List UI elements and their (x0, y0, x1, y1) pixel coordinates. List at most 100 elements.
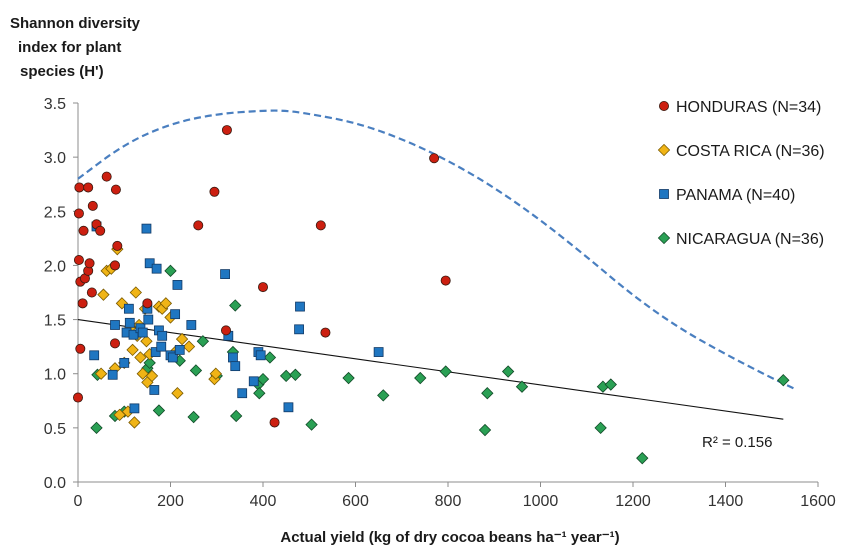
data-point-nicaragua (594, 421, 607, 435)
data-point-nicaragua (164, 264, 177, 278)
legend-marker-costa-rica (657, 143, 671, 157)
data-point-honduras (257, 282, 268, 293)
y-tick-label: 0.5 (44, 421, 66, 438)
data-point-nicaragua (229, 299, 242, 312)
data-point-panama (123, 303, 134, 314)
data-point-nicaragua (439, 365, 452, 378)
data-point-honduras (209, 186, 220, 197)
y-tick-label: 3.0 (44, 150, 66, 167)
data-point-costa-rica (145, 369, 159, 383)
data-point-panama (143, 314, 154, 325)
data-point-honduras (83, 182, 94, 193)
data-point-nicaragua (777, 374, 790, 387)
x-axis-title: Actual yield (kg of dry cocoa beans ha⁻¹… (280, 529, 619, 546)
data-point-nicaragua (501, 365, 515, 378)
data-point-nicaragua (187, 410, 200, 424)
data-point-costa-rica (209, 367, 222, 380)
data-point-costa-rica (128, 416, 141, 429)
data-point-panama (230, 361, 241, 372)
plot-area: 0.0 0.5 1.0 1.5 2.0 2.5 3.0 3.5 0 200 400 600 800 100… (44, 96, 836, 510)
boundary-curve (77, 109, 796, 390)
data-point-nicaragua (196, 335, 210, 348)
legend-marker-nicaragua (657, 231, 671, 245)
data-point-honduras (110, 184, 121, 195)
data-point-honduras (320, 327, 331, 338)
data-point-costa-rica (126, 343, 139, 357)
data-point-nicaragua (636, 452, 649, 465)
data-point-panama (237, 388, 248, 399)
data-point-honduras (101, 171, 112, 182)
data-point-costa-rica (115, 297, 129, 310)
data-point-panama (170, 309, 181, 320)
data-point-costa-rica (159, 297, 173, 310)
data-point-honduras (440, 275, 451, 286)
data-point-honduras (110, 338, 121, 349)
data-point-honduras (77, 298, 88, 309)
data-point-panama (89, 350, 100, 361)
data-point-honduras (221, 125, 232, 136)
data-point-costa-rica (182, 340, 196, 353)
data-point-nicaragua (90, 421, 103, 435)
legend-marker-honduras (659, 101, 670, 112)
data-point-panama (157, 330, 168, 341)
trendline (77, 319, 784, 420)
data-point-nicaragua (604, 378, 617, 391)
data-point-honduras (429, 153, 440, 164)
data-point-costa-rica (136, 367, 149, 380)
y-tick-label: 3.5 (44, 96, 66, 113)
x-tick-label: 0 (74, 493, 83, 510)
legend-label-costa-rica: COSTA RICA (N=36) (676, 143, 825, 160)
x-tick-label: 1400 (708, 493, 744, 510)
data-point-panama (137, 327, 148, 338)
y-axis-title-line-2: index for plant (18, 39, 121, 56)
data-point-honduras (110, 260, 121, 271)
data-point-panama (255, 350, 266, 361)
data-point-costa-rica (171, 387, 184, 400)
data-point-panama (295, 301, 305, 312)
legend: HONDURAS (N=34) COSTA RICA (N=36) PANAMA (… (657, 99, 825, 248)
data-point-costa-rica (140, 335, 153, 348)
data-point-nicaragua (481, 387, 494, 400)
data-point-panama (144, 258, 155, 269)
data-point-panama (129, 403, 140, 414)
data-point-panama (167, 352, 178, 363)
data-point-nicaragua (377, 389, 390, 402)
data-point-nicaragua (230, 409, 243, 423)
x-tick-label: 600 (342, 493, 369, 510)
data-point-panama (172, 280, 183, 290)
data-point-nicaragua (515, 380, 529, 393)
data-point-panama (283, 402, 294, 413)
data-point-costa-rica (97, 288, 110, 301)
legend-label-nicaragua: NICARAGUA (N=36) (676, 231, 824, 248)
data-point-costa-rica (94, 367, 108, 380)
data-point-nicaragua (342, 371, 355, 385)
data-point-panama (294, 324, 304, 335)
data-point-nicaragua (189, 364, 203, 377)
data-point-panama (228, 352, 238, 363)
data-point-panama (141, 223, 152, 234)
data-point-nicaragua (143, 356, 156, 370)
data-point-costa-rica (134, 351, 147, 364)
data-point-nicaragua (256, 372, 270, 386)
data-point-honduras (84, 258, 95, 269)
data-point-panama (186, 320, 197, 330)
data-point-panama (107, 369, 118, 380)
data-point-panama (151, 263, 162, 274)
data-point-nicaragua (279, 369, 293, 383)
data-point-panama (220, 269, 230, 279)
x-tick-label: 1600 (800, 493, 836, 510)
data-point-costa-rica (175, 332, 189, 346)
x-tick-label: 1000 (523, 493, 559, 510)
y-axis-title-line-1: Shannon diversity (10, 15, 141, 32)
data-point-panama (150, 347, 161, 357)
data-point-honduras (78, 225, 89, 236)
data-point-honduras (315, 220, 326, 231)
data-point-nicaragua (305, 418, 318, 431)
data-point-panama (124, 317, 135, 328)
data-point-honduras (220, 325, 231, 336)
data-point-honduras (142, 298, 153, 309)
data-point-nicaragua (478, 423, 492, 437)
data-point-honduras (95, 225, 106, 236)
y-tick-label: 0.0 (44, 475, 66, 492)
